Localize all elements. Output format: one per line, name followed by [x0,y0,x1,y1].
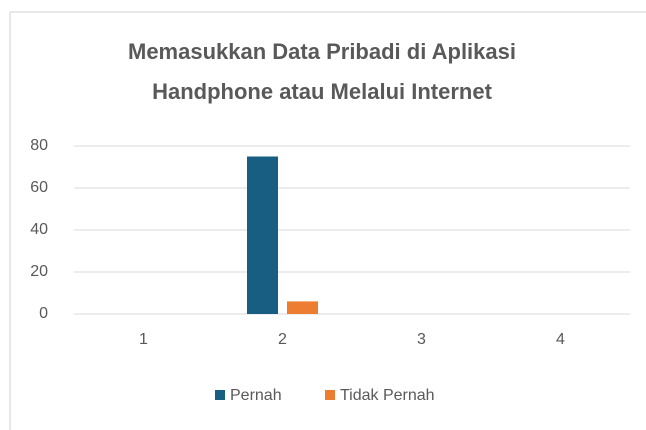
bar [287,301,318,314]
x-tick-label: 4 [556,331,565,348]
y-tick-label: 60 [30,179,48,196]
legend-label: Pernah [230,387,282,404]
y-tick-label: 0 [39,305,48,322]
legend-label: Tidak Pernah [340,387,435,404]
x-tick-label: 3 [417,331,426,348]
chart-title: Memasukkan Data Pribadi di Aplikasi Hand… [128,39,516,104]
x-tick-label: 1 [139,331,148,348]
legend-swatch [215,390,225,400]
y-tick-label: 40 [30,221,48,238]
bar [247,156,278,314]
x-tick-label: 2 [278,331,287,348]
y-tick-label: 80 [30,137,48,154]
y-tick-label: 20 [30,263,48,280]
legend-swatch [325,390,335,400]
